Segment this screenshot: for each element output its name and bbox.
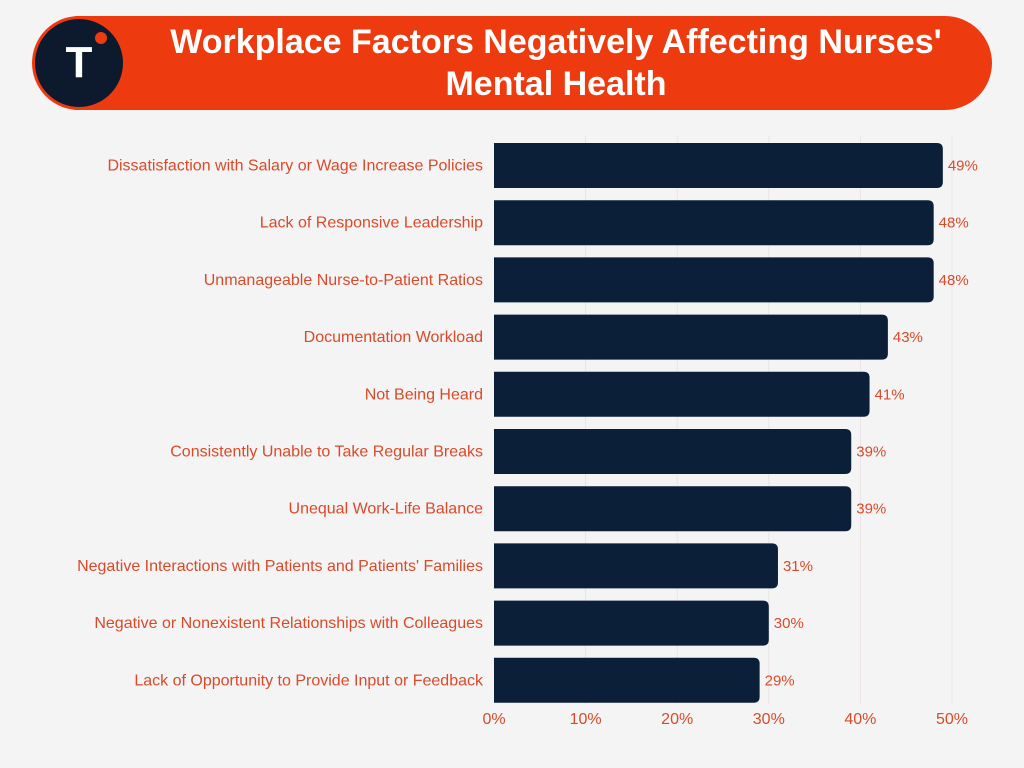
bar [494,200,934,246]
title-banner [75,16,992,110]
x-tick-label: 10% [570,711,602,728]
data-label: 30% [774,615,804,632]
bar [494,143,943,188]
data-label: 41% [875,386,905,403]
bar [494,543,778,589]
data-label: 43% [893,329,923,346]
category-label: Lack of Opportunity to Provide Input or … [134,672,484,689]
data-label: 49% [948,158,978,175]
data-label: 29% [765,672,795,689]
logo: T [32,16,126,110]
logo-letter: T [65,38,93,87]
category-label: Negative or Nonexistent Relationships wi… [94,615,483,632]
logo-dot-icon [95,32,107,44]
chart-title: Workplace Factors Negatively Affecting N… [170,23,942,103]
category-label: Documentation Workload [304,329,483,346]
data-label: 48% [939,272,969,289]
bar [494,371,870,417]
category-label: Not Being Heard [365,386,483,403]
data-label: 39% [856,444,886,461]
category-label: Negative Interactions with Patients and … [77,558,483,575]
category-label: Unmanageable Nurse-to-Patient Ratios [204,272,483,289]
x-tick-label: 30% [753,711,785,728]
bar [494,600,769,646]
bar [494,257,934,303]
bar [494,314,888,360]
data-label: 31% [783,558,813,575]
x-tick-label: 0% [482,711,505,728]
category-label: Lack of Responsive Leadership [260,215,483,232]
x-tick-label: 50% [936,711,968,728]
category-label: Consistently Unable to Take Regular Brea… [170,444,483,461]
bar [494,486,852,532]
x-tick-label: 40% [844,711,876,728]
category-label: Unequal Work-Life Balance [289,501,484,518]
bar [494,429,852,474]
x-tick-label: 20% [661,711,693,728]
category-label: Dissatisfaction with Salary or Wage Incr… [107,158,483,175]
data-label: 39% [856,501,886,518]
data-label: 48% [939,215,969,232]
bar [494,657,760,703]
